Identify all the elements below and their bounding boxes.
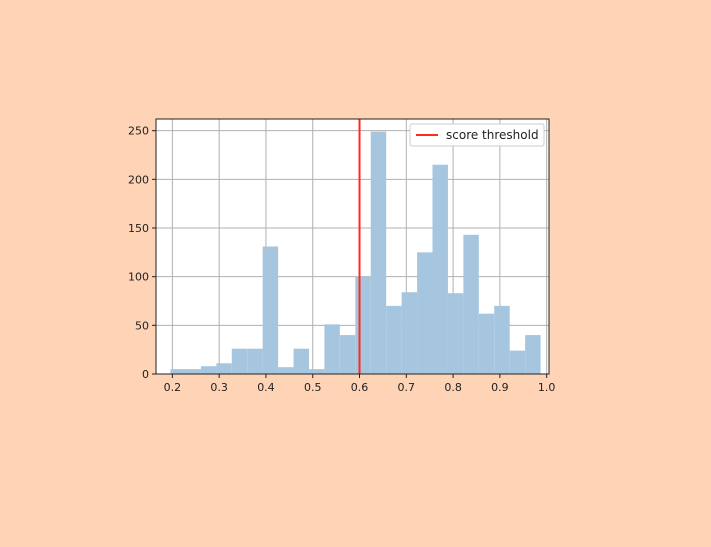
- x-tick-label: 0.3: [210, 381, 228, 394]
- histogram-bar: [355, 276, 371, 374]
- y-tick-label: 50: [135, 319, 149, 332]
- histogram-bar: [463, 234, 479, 374]
- histogram-bar: [278, 367, 294, 374]
- histogram-bar: [231, 348, 248, 374]
- legend-box: [409, 123, 545, 147]
- histogram-bar: [293, 348, 309, 374]
- histogram-bar: [432, 164, 448, 374]
- histogram-bar: [417, 252, 433, 374]
- histogram-bar: [509, 350, 526, 374]
- histogram-bar: [339, 335, 356, 374]
- histogram-bar: [247, 348, 263, 374]
- legend-label-threshold: score threshold: [446, 128, 539, 142]
- histogram-bar: [185, 369, 201, 374]
- histogram-bar: [401, 292, 418, 374]
- x-tick-label: 0.4: [257, 381, 275, 394]
- histogram-bar: [447, 293, 464, 374]
- x-tick-label: 0.7: [398, 381, 416, 394]
- x-tick-label: 0.9: [491, 381, 509, 394]
- histogram-bar: [170, 369, 186, 374]
- histogram-bar: [324, 324, 340, 374]
- plot-frame: [155, 118, 550, 375]
- y-tick-label: 100: [128, 271, 149, 284]
- histogram-bar: [525, 335, 541, 374]
- histogram-bar: [370, 131, 387, 374]
- y-tick-label: 250: [128, 125, 149, 138]
- y-tick-label: 150: [128, 222, 149, 235]
- x-tick-label: 0.5: [304, 381, 322, 394]
- x-tick-label: 0.8: [444, 381, 462, 394]
- x-tick-label: 0.2: [164, 381, 182, 394]
- histogram-bar: [262, 246, 279, 374]
- histogram-bar: [478, 313, 495, 374]
- histogram-bar: [494, 305, 510, 374]
- x-tick-label: 0.6: [351, 381, 369, 394]
- histogram-bar: [216, 363, 232, 374]
- x-axis: 0.2 0.3 0.4 0.5 0.6 0.7 0.8 0.9 1.0: [164, 374, 556, 394]
- histogram-bar: [386, 305, 402, 374]
- histogram-bar: [308, 369, 325, 374]
- y-axis: 0 50 100 150 200 250: [128, 125, 156, 381]
- histogram-bar: [200, 366, 217, 374]
- legend: score threshold: [409, 123, 545, 147]
- y-tick-label: 200: [128, 173, 149, 186]
- x-tick-label: 1.0: [538, 381, 556, 394]
- y-tick-label: 0: [142, 368, 149, 381]
